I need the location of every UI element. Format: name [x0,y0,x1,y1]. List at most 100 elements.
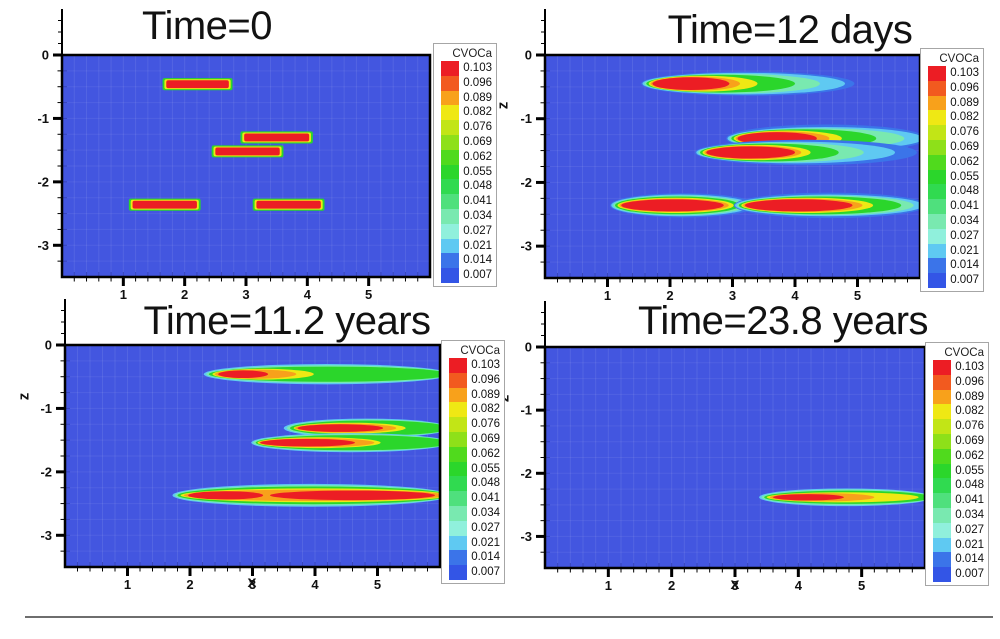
x-tick-label: 3 [242,287,249,302]
plume-contour [652,77,730,91]
legend-row: 0.062 [933,448,984,464]
legend-color-swatch [933,522,951,538]
legend-level-label: 0.069 [955,434,984,447]
panel-title-time-0: Time=0 [141,4,273,48]
plume-contour [297,424,384,432]
legend-level-label: 0.069 [463,135,492,148]
plumes [172,364,440,507]
x-tick-label: 4 [311,577,319,592]
legend-color-swatch [933,567,951,582]
panel-title-time-12-days: Time=12 days [667,8,913,52]
legend-color-swatch [441,179,459,195]
legend-color-swatch [449,417,467,432]
legend-color-swatch [449,565,467,580]
colorbar-legend: CVOCa 0.103 0.096 0.089 0.082 0.076 0.069 0.06… [925,342,989,586]
legend-row: 0.034 [933,507,984,523]
legend-row: 0.041 [449,491,500,506]
legend-color-swatch [928,258,946,274]
legend-color-swatch [449,387,467,403]
plumes [610,71,920,219]
x-tick-label: 2 [186,577,193,592]
legend-level-label: 0.034 [463,209,492,222]
x-tick-label: 2 [181,287,188,302]
legend-color-swatch [449,550,467,566]
colorbar-rows: 0.103 0.096 0.089 0.082 0.076 0.069 0.062 0.055… [928,66,979,288]
legend-row: 0.076 [933,419,984,434]
legend-color-swatch [928,199,946,214]
colorbar-legend: CVOCa 0.103 0.096 0.089 0.082 0.076 0.069 0.06… [433,43,497,287]
legend-row: 0.048 [441,179,492,195]
legend-level-label: 0.055 [950,170,979,183]
colorbar-rows: 0.103 0.096 0.089 0.082 0.076 0.069 0.062 0.055… [441,61,492,283]
legend-row: 0.103 [441,61,492,76]
legend-level-label: 0.041 [471,492,500,505]
legend-level-label: 0.034 [471,506,500,519]
legend-row: 0.082 [449,402,500,418]
contour-panel-2: 1 2 3 4 5 0 -1 -2 -3 [40,299,442,592]
plume-contour [745,199,853,212]
legend-level-label: 0.076 [950,126,979,139]
legend-row: 0.082 [933,404,984,420]
z-tick-label: 0 [42,48,49,63]
legend-row: 0.103 [933,360,984,375]
legend-row: 0.089 [441,90,492,106]
legend-level-label: 0.027 [950,229,979,242]
x-axis-label: x [730,576,740,593]
z-tick-label: -2 [520,466,532,481]
colorbar-legend: CVOCa 0.103 0.096 0.089 0.082 0.076 0.069 0.06… [441,340,505,584]
legend-color-swatch [928,139,946,155]
legend-row: 0.089 [933,389,984,405]
legend-level-label: 0.103 [950,67,979,79]
x-axis-label: x [247,574,257,591]
legend-color-swatch [441,164,459,180]
x-tick-label: 4 [304,287,312,302]
legend-color-swatch [933,419,951,434]
legend-row: 0.041 [928,199,979,214]
x-tick-label: 3 [729,288,736,303]
z-tick-label: 0 [525,48,532,63]
legend-row: 0.041 [933,493,984,508]
legend-row: 0.076 [928,125,979,140]
z-tick-label: -1 [520,403,532,418]
plot-background [62,55,430,277]
colorbar-title: CVOCa [939,53,979,65]
legend-level-label: 0.062 [471,447,500,460]
legend-row: 0.096 [933,374,984,390]
z-tick-label: -1 [520,111,532,126]
legend-level-label: 0.062 [950,155,979,168]
legend-level-label: 0.048 [955,479,984,492]
legend-row: 0.007 [441,268,492,283]
legend-row: 0.014 [441,253,492,269]
legend-row: 0.103 [928,66,979,81]
x-tick-label: 1 [120,287,127,302]
legend-color-swatch [928,243,946,259]
legend-color-swatch [928,169,946,185]
legend-row: 0.014 [933,552,984,568]
legend-level-label: 0.027 [955,523,984,536]
legend-color-swatch [933,433,951,449]
legend-row: 0.014 [928,258,979,274]
x-tick-label: 3 [249,577,256,592]
source-bar-contour [244,133,310,142]
z-tick-label: -3 [40,528,52,543]
legend-row: 0.055 [449,461,500,477]
z-tick-label: -1 [40,401,52,416]
legend-row: 0.021 [449,535,500,551]
legend-level-label: 0.089 [471,388,500,401]
source-bar-contour [256,200,321,209]
z-tick-label: -2 [40,464,52,479]
legend-level-label: 0.082 [955,405,984,418]
legend-level-label: 0.096 [463,76,492,89]
legend-color-swatch [441,238,459,254]
legend-row: 0.082 [441,105,492,121]
legend-row: 0.096 [441,75,492,91]
legend-color-swatch [928,80,946,96]
legend-row: 0.034 [441,208,492,224]
legend-row: 0.048 [449,476,500,492]
legend-level-label: 0.076 [463,121,492,134]
z-tick-label: -2 [520,175,532,190]
plume-contour [270,490,435,501]
x-tick-label: 5 [374,577,381,592]
legend-level-label: 0.082 [471,403,500,416]
plume-contour [260,438,355,447]
